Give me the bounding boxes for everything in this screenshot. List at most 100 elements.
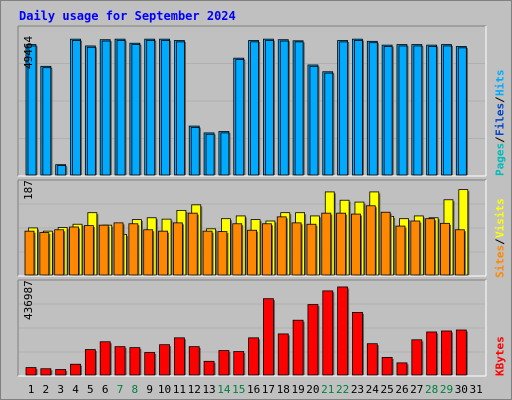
day-label: 29 (440, 383, 453, 396)
kbytes-bar (99, 341, 111, 376)
sites-bar (440, 222, 450, 276)
files-bar (398, 45, 408, 176)
files-bar (250, 41, 259, 176)
sites-bar (24, 230, 35, 276)
day-label: 28 (425, 383, 438, 396)
kbytes-bar (188, 346, 200, 376)
kbytes-bar (233, 351, 245, 376)
day-label: 26 (395, 383, 408, 396)
legend-hits-files-pages: Pages / Files / Hits (490, 26, 510, 176)
files-bar (220, 132, 230, 176)
sites-bar (232, 223, 243, 276)
legend-hits: Hits (493, 70, 507, 97)
sites-bar (336, 212, 347, 276)
kbytes-bar (352, 311, 363, 376)
legend-sep: / (493, 96, 507, 104)
files-bar (161, 40, 170, 176)
day-label: 6 (102, 383, 109, 396)
sites-bar (202, 230, 213, 276)
sites-bar (351, 213, 361, 276)
day-label: 12 (188, 383, 201, 396)
legend-sep: / (493, 136, 507, 143)
kbytes-bar (114, 346, 126, 376)
legend-kbytes: KBytes (493, 336, 507, 376)
sites-bar (187, 212, 198, 276)
legend-pages: Pages (493, 142, 507, 176)
files-bar (42, 67, 52, 176)
files-bar (190, 127, 200, 176)
files-bar (57, 165, 67, 176)
day-label: 15 (232, 383, 245, 396)
hits-max-label: 49464 (22, 36, 35, 70)
legend-files: Files (493, 103, 507, 137)
kbytes-bar (159, 344, 170, 376)
sites-bar (306, 223, 317, 276)
kbytes-bar (129, 347, 141, 376)
day-label: 5 (87, 383, 94, 396)
sites-bar (395, 225, 406, 276)
kbytes-bar (263, 298, 274, 376)
files-bar (205, 133, 215, 176)
day-label: 13 (202, 383, 215, 396)
files-bar (443, 45, 452, 176)
legend-sites: Sites (493, 244, 507, 278)
day-label: 9 (146, 383, 153, 396)
kbytes-bar (248, 337, 259, 376)
day-label: 23 (351, 383, 364, 396)
day-label: 20 (306, 383, 319, 396)
legend-visits-sites: Sites / Visits (490, 182, 510, 279)
kbytes-bar (396, 362, 408, 376)
files-bar (116, 40, 126, 176)
kbytes-bar (322, 290, 334, 376)
day-label: 8 (132, 383, 139, 396)
files-bar (175, 41, 185, 176)
files-bar (101, 40, 111, 176)
visits-max-label: 187 (22, 180, 35, 200)
files-bar (265, 40, 274, 176)
files-bar (413, 45, 423, 176)
legend-sep: / (493, 238, 507, 245)
kbytes-bar (144, 352, 156, 376)
kbytes-bar (455, 329, 467, 376)
sites-bar (217, 231, 228, 276)
kbytes-max-label: 436987 (22, 280, 35, 320)
kbytes-bar (277, 333, 289, 376)
kbytes-bar (25, 367, 37, 376)
day-label: 1 (28, 383, 35, 396)
day-label: 3 (57, 383, 64, 396)
day-label: 22 (336, 383, 349, 396)
kbytes-bar (307, 304, 319, 376)
sites-bar (69, 226, 79, 276)
sites-bar (83, 225, 94, 276)
day-label: 31 (470, 383, 483, 396)
kbytes-bar (441, 330, 452, 376)
sites-bar (454, 229, 465, 276)
sites-bar (425, 218, 436, 276)
files-bar (339, 41, 349, 176)
sites-bar (143, 229, 154, 276)
day-label: 27 (410, 383, 423, 396)
files-bar (235, 59, 245, 176)
kbytes-bar (426, 331, 438, 376)
day-label: 4 (72, 383, 79, 396)
chart-title: Daily usage for September 2024 (19, 9, 236, 23)
day-label: 21 (321, 383, 334, 396)
day-label: 7 (117, 383, 124, 396)
sites-bar (113, 222, 124, 276)
files-bar (131, 44, 141, 176)
kbytes-bar (173, 337, 185, 376)
kbytes-bar (70, 363, 81, 376)
files-bar (146, 40, 156, 176)
sites-bar (276, 216, 287, 276)
files-bar (72, 40, 81, 176)
files-bar (86, 46, 96, 176)
sites-bar (321, 212, 332, 276)
sites-bar (365, 205, 376, 276)
sites-bar (380, 211, 391, 276)
sites-bar (128, 223, 139, 276)
files-bar (27, 45, 37, 176)
sites-bar (98, 224, 109, 276)
sites-bar (247, 229, 257, 276)
sites-bar (262, 223, 272, 276)
